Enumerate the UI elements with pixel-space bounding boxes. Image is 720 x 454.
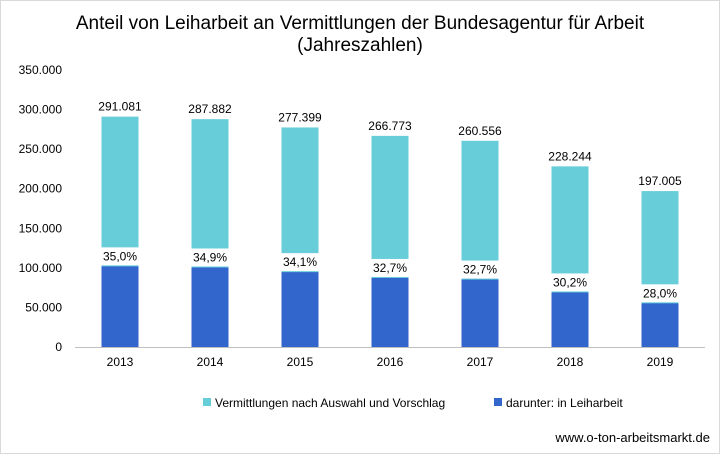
data-label-box <box>363 116 417 135</box>
legend-label: Vermittlungen nach Auswahl und Vorschlag <box>215 396 445 410</box>
bar-leiharbeit <box>641 303 679 347</box>
legend-swatch <box>203 398 211 406</box>
data-label-box <box>273 108 327 127</box>
data-labels: 291.081 35,0% 287.882 34,9% 277.399 34,1% 266.… <box>93 97 687 303</box>
data-label-total: 228.244 <box>548 149 592 163</box>
data-label-box <box>458 260 502 279</box>
bar-leiharbeit <box>281 272 319 347</box>
data-label-box <box>98 247 142 266</box>
data-label-box <box>183 100 237 119</box>
chart-title: Anteil von Leiharbeit an Vermittlungen d… <box>76 13 645 56</box>
data-label-box <box>278 253 322 272</box>
bar-leiharbeit <box>371 277 409 347</box>
x-tick-label: 2017 <box>467 355 494 369</box>
data-label-total: 291.081 <box>98 100 142 114</box>
data-label-total: 260.556 <box>458 124 502 138</box>
data-label-box <box>188 248 232 267</box>
data-label-percent: 35,0% <box>103 249 137 263</box>
bars <box>101 116 679 348</box>
x-tick-label: 2013 <box>107 355 134 369</box>
data-label-total: 277.399 <box>278 110 322 124</box>
data-label-box <box>638 284 682 303</box>
x-tick-label: 2019 <box>647 355 674 369</box>
y-axis: 0 50.000 100.000 150.000 200.000 250.000 300.0… <box>19 63 63 354</box>
legend-swatch <box>494 398 502 406</box>
data-label-total: 287.882 <box>188 102 232 116</box>
y-tick-label: 50.000 <box>25 300 62 314</box>
source-note: www.o-ton-arbeitsmarkt.de <box>554 430 710 445</box>
y-tick-label: 250.000 <box>19 142 63 156</box>
data-label-box <box>633 172 687 191</box>
x-tick-label: 2018 <box>557 355 584 369</box>
chart-title-line-2: (Jahreszahlen) <box>297 35 423 56</box>
x-tick-label: 2016 <box>377 355 404 369</box>
y-tick-label: 200.000 <box>19 182 63 196</box>
bar-leiharbeit <box>551 292 589 347</box>
bar-leiharbeit <box>191 267 229 347</box>
data-label-total: 197.005 <box>638 174 682 188</box>
x-tick-label: 2014 <box>197 355 224 369</box>
data-label-total: 266.773 <box>368 119 412 133</box>
chart-title-line-1: Anteil von Leiharbeit an Vermittlungen d… <box>76 13 645 34</box>
data-label-box <box>368 258 412 277</box>
bar-leiharbeit <box>461 279 499 347</box>
data-label-percent: 32,7% <box>463 263 497 277</box>
data-label-percent: 34,9% <box>193 250 227 264</box>
data-label-box <box>93 97 147 116</box>
legend: Vermittlungen nach Auswahl und Vorschlag… <box>203 396 623 410</box>
y-tick-label: 350.000 <box>19 63 63 77</box>
data-label-box <box>543 147 597 166</box>
y-tick-label: 150.000 <box>19 221 63 235</box>
bar-leiharbeit <box>101 266 139 347</box>
x-axis: 2013 2014 2015 2016 2017 2018 2019 <box>75 347 705 369</box>
x-tick-label: 2015 <box>287 355 314 369</box>
data-label-percent: 32,7% <box>373 261 407 275</box>
data-label-percent: 34,1% <box>283 255 317 269</box>
y-tick-label: 300.000 <box>19 103 63 117</box>
y-tick-label: 100.000 <box>19 261 63 275</box>
data-label-box <box>453 121 507 140</box>
y-tick-label: 0 <box>55 340 62 354</box>
data-label-percent: 28,0% <box>643 286 677 300</box>
data-label-percent: 30,2% <box>553 275 587 289</box>
data-label-box <box>548 273 592 292</box>
legend-label: darunter: in Leiharbeit <box>506 396 623 410</box>
